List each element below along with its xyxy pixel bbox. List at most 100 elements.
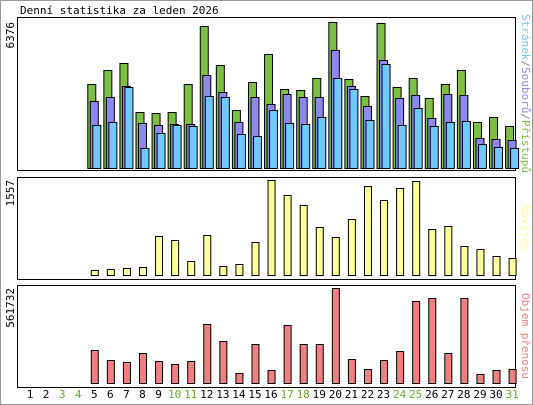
x-tick-label: 8 <box>139 388 146 401</box>
bar <box>413 108 423 169</box>
bar <box>380 360 389 384</box>
x-tick-label: 10 <box>168 388 181 401</box>
bar <box>494 147 504 169</box>
bar <box>461 121 471 169</box>
x-tick-label: 14 <box>232 388 246 401</box>
bar <box>299 205 308 276</box>
x-tick-label: 16 <box>264 388 277 401</box>
y-tick-label: 1557 <box>4 180 17 207</box>
bar <box>397 125 407 169</box>
bar <box>252 136 262 169</box>
x-tick-label: 23 <box>377 388 390 401</box>
bar <box>460 298 469 384</box>
bar <box>476 249 485 276</box>
bar <box>140 148 150 169</box>
bar <box>235 373 244 384</box>
panel <box>17 17 516 171</box>
bar <box>172 125 182 169</box>
bar <box>349 89 359 169</box>
bar <box>510 148 520 169</box>
bar <box>381 64 391 169</box>
bar <box>124 87 134 169</box>
x-tick-label: 18 <box>297 388 310 401</box>
bar <box>108 122 118 169</box>
legend-entry: Návštěv <box>519 205 532 252</box>
bar <box>251 344 260 384</box>
y-tick-label: 561732 <box>4 288 17 328</box>
bar <box>445 122 455 169</box>
panel <box>17 177 516 280</box>
bar <box>138 353 147 384</box>
bar <box>317 117 327 169</box>
bar <box>347 359 356 384</box>
bar <box>285 123 295 169</box>
x-tick-label: 30 <box>489 388 502 401</box>
bar <box>331 237 340 276</box>
x-tick-label: 17 <box>280 388 293 401</box>
bar <box>460 246 469 276</box>
bar <box>333 78 343 169</box>
x-tick-label: 15 <box>248 388 261 401</box>
chart-title: Denní statistika za leden 2026 <box>20 4 219 17</box>
bar <box>171 240 180 276</box>
x-tick-label: 4 <box>75 388 82 401</box>
bar <box>428 229 437 276</box>
bar <box>188 126 198 169</box>
bar <box>283 195 292 276</box>
bar <box>219 341 228 384</box>
bar <box>508 369 517 384</box>
x-tick-label: 9 <box>155 388 162 401</box>
legend-entry: Objem přenosu <box>519 293 532 379</box>
legend: Stránek/Souborů/Přístupů <box>519 14 532 173</box>
legend-entry: Souborů <box>519 67 532 113</box>
bar <box>138 267 147 276</box>
x-tick-label: 28 <box>457 388 470 401</box>
bar <box>90 270 99 276</box>
bar <box>106 269 115 276</box>
x-tick-label: 20 <box>329 388 342 401</box>
bar <box>477 144 487 169</box>
x-tick-label: 7 <box>123 388 130 401</box>
bar <box>347 219 356 276</box>
x-tick-label: 27 <box>441 388 454 401</box>
bar <box>187 361 196 384</box>
bar <box>106 360 115 384</box>
bar <box>251 242 260 276</box>
bar <box>203 235 212 276</box>
bar <box>301 124 311 169</box>
bar <box>412 301 421 384</box>
bar <box>315 227 324 276</box>
x-tick-label: 26 <box>425 388 438 401</box>
bar <box>90 350 99 384</box>
bar <box>235 264 244 276</box>
bar <box>299 344 308 384</box>
bar <box>331 288 340 384</box>
bar <box>363 369 372 384</box>
bar <box>444 226 453 276</box>
x-tick-label: 1 <box>27 388 34 401</box>
bar <box>476 374 485 384</box>
bar <box>365 120 375 169</box>
bar <box>412 181 421 276</box>
bar <box>492 256 501 276</box>
bar <box>428 298 437 384</box>
x-tick-label: 13 <box>216 388 229 401</box>
bar <box>219 266 228 276</box>
legend-separator: / <box>519 60 532 67</box>
x-tick-label: 12 <box>200 388 213 401</box>
y-tick-label: 6376 <box>4 22 17 49</box>
bar <box>187 261 196 276</box>
x-tick-label: 29 <box>473 388 486 401</box>
bar <box>203 324 212 384</box>
bar <box>267 370 276 384</box>
x-tick-label: 31 <box>505 388 518 401</box>
bar <box>283 325 292 384</box>
bar <box>396 351 405 384</box>
x-tick-label: 11 <box>184 388 197 401</box>
bar <box>508 258 517 276</box>
bar <box>171 364 180 384</box>
x-tick-label: 25 <box>409 388 422 401</box>
bar <box>236 134 246 169</box>
legend: Objem přenosu <box>519 293 532 379</box>
